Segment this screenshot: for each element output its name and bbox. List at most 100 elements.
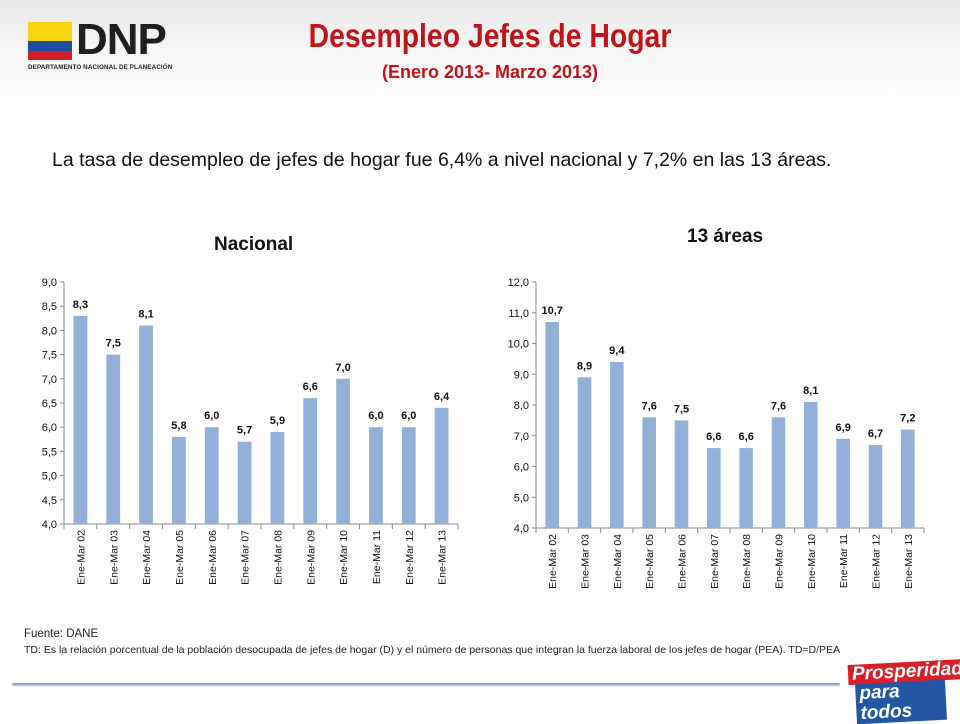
areas-bar (771, 417, 786, 528)
areas-x-tick-label: Ene-Mar 11 (838, 534, 850, 588)
areas-y-tick-label: 10,0 (508, 339, 529, 351)
colombia-flag-icon (28, 22, 72, 60)
footer-divider (12, 683, 840, 687)
areas-x-tick-label: Ene-Mar 10 (806, 534, 818, 589)
areas-y-tick-label: 5,0 (514, 492, 529, 504)
nacional-x-tick-label: Ene-Mar 11 (371, 530, 383, 584)
areas-y-tick-label: 9,0 (514, 369, 529, 381)
areas-data-label: 9,4 (609, 345, 625, 357)
areas-data-label: 6,6 (706, 431, 721, 443)
logo-text: DNP (76, 15, 167, 64)
nacional-y-tick-label: 5,0 (42, 471, 57, 483)
areas-y-tick-label: 7,0 (514, 431, 529, 443)
areas-x-tick-label: Ene-Mar 07 (709, 534, 721, 589)
areas-y-tick-label: 11,0 (508, 308, 529, 320)
nacional-bar (237, 441, 252, 524)
page-title: Desempleo Jefes de Hogar (308, 17, 672, 54)
intro-text: La tasa de desempleo de jefes de hogar f… (52, 149, 832, 171)
nacional-x-tick-label: Ene-Mar 04 (141, 530, 153, 585)
nacional-bar (204, 427, 219, 524)
nacional-y-tick-label: 7,0 (42, 374, 57, 386)
brand-line-2: para todos (855, 679, 947, 724)
footer-note: TD: Es la relación porcentual de la pobl… (24, 644, 841, 656)
bar-chart-13-areas: 4,0 5,0 6,0 7,0 8,0 9,0 10,0 11,0 12,0 10,7 Ene-Ma… (508, 277, 925, 589)
nacional-bar (336, 378, 350, 524)
areas-bar (836, 438, 850, 528)
nacional-data-label: 5,9 (270, 415, 285, 427)
header-band (0, 0, 960, 110)
areas-x-tick-label: Ene-Mar 02 (547, 534, 559, 589)
areas-data-label: 6,9 (836, 422, 851, 434)
areas-bar (674, 420, 689, 528)
nacional-y-tick-label: 6,5 (42, 398, 57, 410)
nacional-bar (106, 354, 121, 524)
nacional-x-tick-label: Ene-Mar 13 (437, 530, 449, 585)
areas-data-label: 7,6 (642, 400, 657, 412)
areas-data-label: 7,5 (674, 403, 689, 415)
areas-x-tick-label: Ene-Mar 06 (677, 534, 689, 589)
nacional-data-label: 7,0 (335, 362, 350, 374)
nacional-y-tick-label: 7,5 (42, 350, 57, 362)
chart-title-13-areas: 13 áreas (687, 226, 764, 247)
areas-y-tick-label: 4,0 (514, 523, 529, 535)
nacional-bar (139, 325, 153, 524)
nacional-x-tick-label: Ene-Mar 10 (338, 530, 350, 585)
nacional-data-label: 6,6 (303, 381, 318, 393)
nacional-x-tick-label: Ene-Mar 06 (207, 530, 219, 585)
nacional-data-label: 6,0 (401, 410, 416, 422)
areas-bar (545, 321, 559, 528)
areas-bar (577, 377, 592, 528)
areas-y-tick-label: 12,0 (508, 277, 529, 289)
nacional-y-tick-label: 5,5 (42, 446, 57, 458)
nacional-x-tick-label: Ene-Mar 07 (240, 530, 252, 585)
nacional-y-tick-label: 4,0 (42, 519, 57, 531)
nacional-data-label: 6,0 (204, 410, 219, 422)
nacional-data-label: 7,5 (106, 338, 121, 350)
nacional-y-tick-label: 8,5 (42, 301, 57, 313)
nacional-bar (73, 315, 88, 524)
nacional-data-label: 8,3 (73, 299, 88, 311)
areas-bar (642, 417, 656, 528)
areas-data-label: 7,6 (771, 400, 786, 412)
logo-subtitle: DEPARTAMENTO NACIONAL DE PLANEACIÓN (28, 64, 173, 71)
areas-data-label: 6,7 (868, 428, 883, 440)
areas-x-tick-label: Ene-Mar 04 (612, 534, 624, 589)
nacional-bar (401, 427, 416, 524)
nacional-x-tick-label: Ene-Mar 08 (272, 530, 284, 585)
areas-bar (901, 429, 915, 528)
areas-y-tick-label: 8,0 (514, 400, 529, 412)
areas-x-tick-label: Ene-Mar 12 (871, 534, 883, 589)
nacional-y-tick-label: 8,0 (42, 325, 57, 337)
areas-x-tick-label: Ene-Mar 05 (644, 534, 656, 589)
areas-x-tick-label: Ene-Mar 03 (580, 534, 592, 589)
areas-y-tick-label: 6,0 (514, 462, 529, 474)
footer-source: Fuente: DANE (24, 628, 99, 640)
nacional-bar (434, 407, 449, 524)
footer: Fuente: DANE TD: Es la relación porcentu… (24, 627, 884, 657)
chart-title-nacional: Nacional (214, 234, 294, 255)
areas-x-tick-label: Ene-Mar 13 (903, 534, 915, 589)
nacional-x-tick-label: Ene-Mar 09 (305, 530, 317, 585)
areas-bar (804, 401, 818, 528)
areas-data-label: 8,9 (577, 360, 592, 372)
areas-bar (707, 448, 721, 528)
nacional-bar (303, 398, 318, 524)
nacional-data-label: 8,1 (138, 309, 153, 321)
page-subtitle: (Enero 2013- Marzo 2013) (381, 62, 599, 82)
areas-x-tick-label: Ene-Mar 08 (741, 534, 753, 589)
nacional-y-tick-label: 6,0 (42, 422, 57, 434)
areas-x-tick-label: Ene-Mar 09 (774, 534, 786, 589)
areas-data-label: 7,2 (900, 413, 915, 425)
dnp-logo: DNP DEPARTAMENTO NACIONAL DE PLANEACIÓN (28, 16, 188, 76)
nacional-x-tick-label: Ene-Mar 05 (174, 530, 186, 585)
areas-bar (610, 361, 624, 528)
areas-bar (739, 448, 753, 528)
bar-chart-nacional: 4,0 4,5 5,0 5,5 6,0 6,5 7,0 7,5 8,0 8,5 9,0 8,3 Ene-… (42, 277, 459, 585)
nacional-bar (369, 427, 383, 524)
areas-bar (868, 444, 883, 528)
nacional-data-label: 6,0 (368, 410, 383, 422)
nacional-x-tick-label: Ene-Mar 02 (75, 530, 87, 585)
nacional-x-tick-label: Ene-Mar 03 (108, 530, 120, 585)
areas-data-label: 8,1 (803, 385, 818, 397)
nacional-x-tick-label: Ene-Mar 12 (404, 530, 416, 585)
